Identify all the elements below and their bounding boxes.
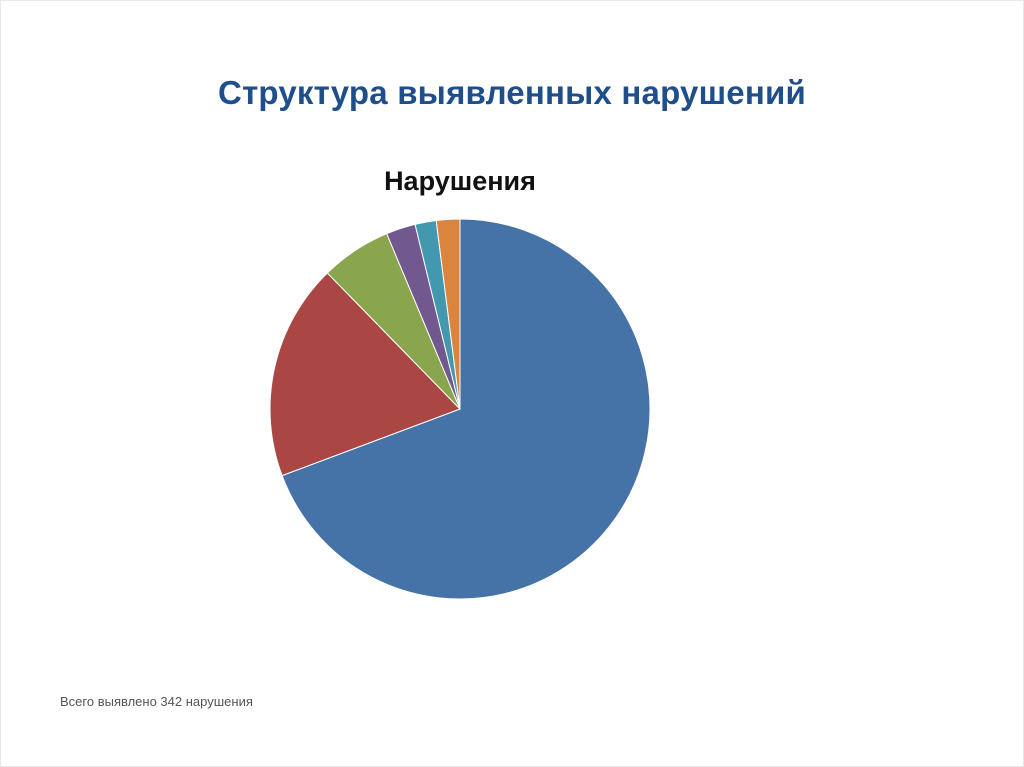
slide-title: Структура выявленных нарушений <box>218 74 806 111</box>
pie-slice-2 <box>269 272 461 477</box>
footnote: Всего выявлено 342 нарушения <box>60 694 253 709</box>
pie-slices <box>269 218 651 600</box>
chart-title: Нарушения <box>384 166 536 196</box>
pie-slice-6 <box>435 218 461 410</box>
pie-slice-1 <box>281 218 651 600</box>
